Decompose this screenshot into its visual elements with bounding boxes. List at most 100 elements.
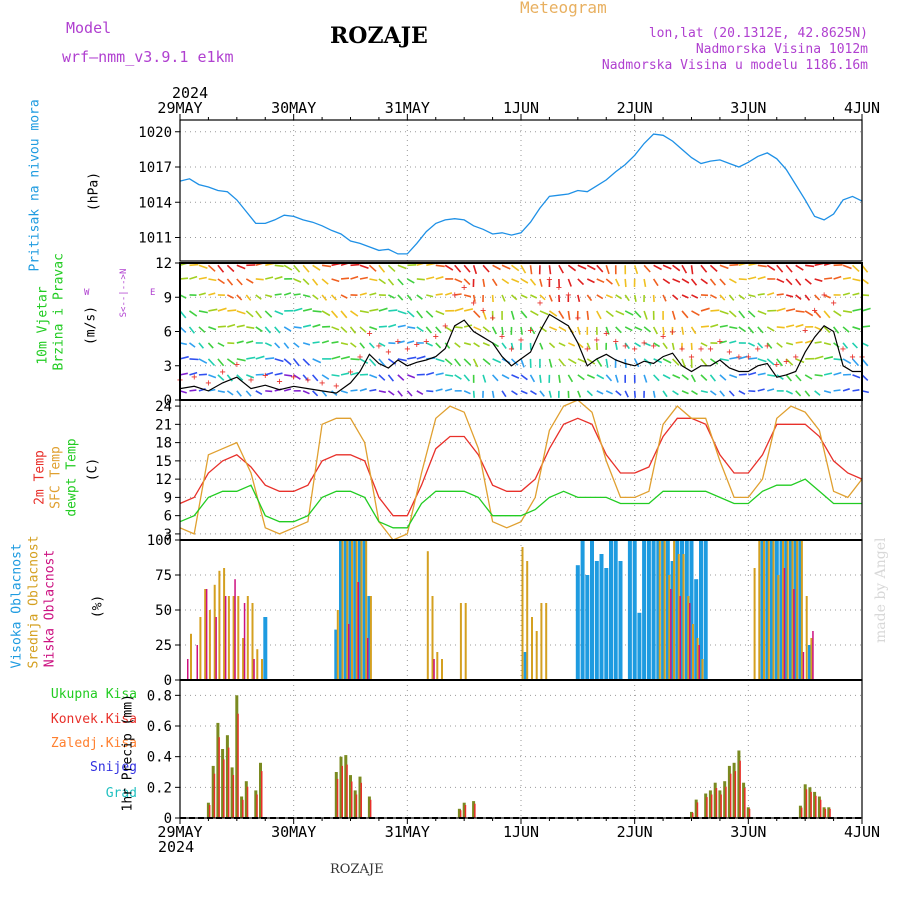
wind-gust-marker: +	[527, 326, 533, 337]
wind-gust-marker: +	[755, 344, 761, 355]
wind-gust-marker: +	[395, 336, 401, 347]
cloud-mid-bar	[800, 540, 803, 680]
wind-arrow	[406, 294, 413, 301]
cloud-mid-bar	[540, 603, 543, 680]
cloud-low-bar	[783, 568, 786, 680]
cloud-mid-bar	[218, 570, 221, 680]
wind-arrow	[719, 294, 726, 301]
cloud-mid-bar	[767, 540, 770, 680]
wind-gust-marker: +	[764, 341, 770, 352]
cloud-high-bar	[699, 540, 703, 680]
wind-arrow	[264, 342, 272, 347]
wind-arrow	[416, 278, 425, 281]
cloud-mid-bar	[677, 554, 680, 680]
x-tick-label-top: 1JUN	[503, 99, 539, 117]
wind-arrow	[710, 294, 717, 299]
wind-arrow	[861, 278, 869, 285]
footer-title: ROZAJE	[330, 862, 384, 877]
wind-arrow	[340, 355, 350, 360]
wind-arrow	[833, 371, 842, 376]
cloud-mid-bar	[521, 547, 524, 680]
wind-arrow	[312, 358, 322, 364]
cloud-high-bar	[632, 540, 637, 680]
wind-arrow	[851, 342, 858, 349]
wind-arrow	[852, 374, 861, 379]
wind-arrow	[293, 307, 303, 312]
wind-arrow	[558, 310, 565, 320]
wind-arrow	[633, 358, 640, 368]
wind-arrow	[265, 294, 273, 298]
y-tick-label: 9	[164, 490, 172, 506]
wind-arrow	[302, 264, 310, 273]
wind-arrow	[226, 390, 234, 396]
precip-conv-bar	[459, 810, 462, 818]
wind-arrow	[662, 264, 672, 270]
wind-arrow	[312, 310, 322, 313]
wind-arrow	[549, 326, 558, 331]
wind-gust-marker: +	[707, 344, 713, 355]
wind-arrow	[302, 374, 310, 382]
wind-arrow	[804, 340, 813, 344]
cloud-mid-bar	[692, 624, 694, 680]
wind-arrow	[700, 307, 710, 312]
wind-arrow	[539, 342, 544, 350]
precip-total-bar	[723, 781, 727, 818]
x-tick-label-bottom: 31MAY	[385, 823, 430, 841]
precip-conv-bar	[246, 786, 249, 818]
wind-gust-marker: +	[736, 352, 742, 363]
wind-arrow	[530, 310, 539, 316]
precip-total-bar	[206, 802, 210, 818]
wind-arrow	[350, 358, 360, 361]
wind-arrow	[378, 342, 386, 347]
precip-total-bar	[230, 767, 234, 818]
wind-arrow	[767, 374, 776, 377]
wind-arrow	[463, 264, 471, 273]
cloud-low-bar	[802, 652, 805, 680]
wind-arrow	[814, 355, 824, 360]
x-tick-label-top: 2JUN	[617, 99, 653, 117]
wind-arrow	[198, 264, 208, 269]
precip-conv-bar	[208, 805, 211, 818]
y-tick-label: 18	[155, 436, 172, 452]
wind-arrow	[387, 390, 395, 396]
precip-conv-bar	[829, 808, 831, 818]
wind-arrow	[786, 308, 796, 312]
wind-arrow	[558, 342, 566, 347]
y-tick-label: 1020	[138, 125, 172, 141]
precip-total-bar	[221, 749, 225, 818]
wind-arrow	[330, 310, 339, 319]
wind-arrow	[548, 358, 553, 368]
model-label: Model	[66, 19, 112, 37]
wind-arrow	[198, 310, 208, 314]
wind-arrow	[851, 358, 860, 367]
wind-arrow	[473, 342, 480, 348]
wind-arrow	[435, 388, 443, 392]
wind-arrow	[643, 326, 651, 333]
wind-arrow	[615, 390, 622, 397]
cloud-mid-bar	[682, 554, 685, 680]
wind-arrow	[795, 374, 802, 382]
wind-arrow	[435, 372, 444, 376]
wind-arrow	[236, 374, 244, 381]
legend-snow: Snijeg	[90, 760, 137, 775]
wind-arrow	[397, 324, 406, 328]
precip-total-bar	[334, 772, 338, 818]
wind-arrow	[539, 278, 543, 287]
wind-arrow	[662, 390, 668, 398]
wind-arrow	[738, 390, 746, 395]
precip-conv-bar	[232, 775, 235, 818]
wind-arrow	[757, 372, 766, 376]
wind-arrow	[681, 264, 688, 274]
wind-arrow	[529, 326, 536, 335]
wind-arrow	[179, 390, 187, 394]
wind-gust-marker: +	[205, 378, 211, 389]
wind-arrow	[416, 326, 424, 333]
wind-arrow	[795, 310, 805, 313]
cloud-mid-bar	[668, 575, 671, 680]
wind-arrow	[653, 374, 660, 382]
cloud-mid-bar	[431, 596, 434, 680]
wind-arrow	[605, 326, 610, 335]
wind-arrow	[624, 278, 627, 288]
wind-gust-marker: +	[305, 375, 311, 386]
wind-arrow	[709, 374, 717, 382]
